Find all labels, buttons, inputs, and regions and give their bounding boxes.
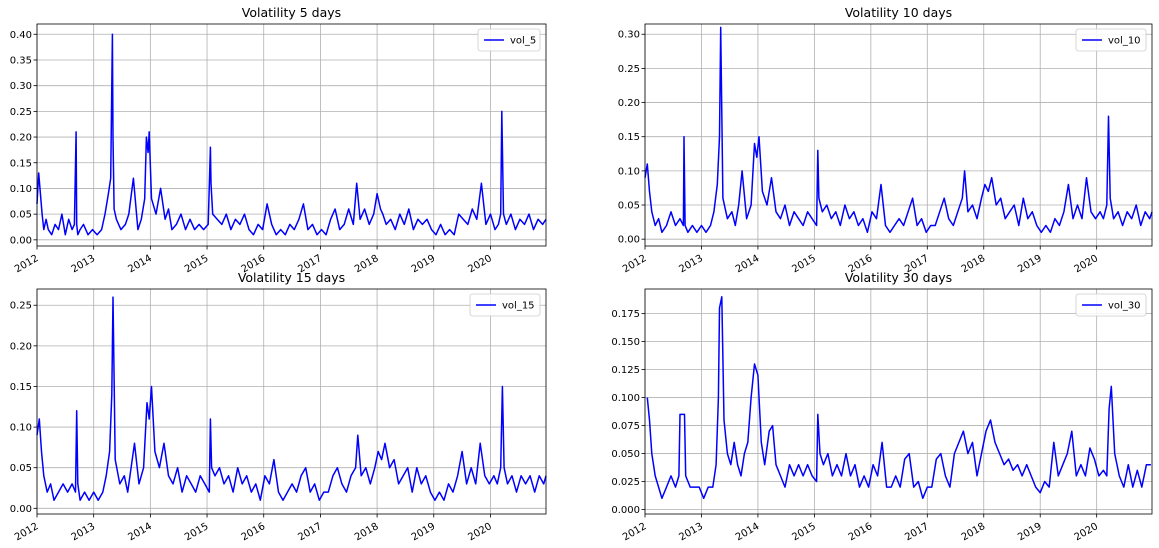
x-tick-label: 2019: [1016, 521, 1044, 543]
x-tick-label: 2019: [410, 521, 438, 543]
x-tick-label: 2016: [240, 521, 268, 543]
chart-title: Volatility 15 days: [238, 270, 345, 285]
chart-volatility-5-days: Volatility 5 days 0.00 0.05 0.10 0.15 0.20 0.…: [10, 5, 547, 275]
x-tick-label: 2012: [621, 521, 649, 543]
x-tick-label: 2015: [183, 253, 211, 275]
chart-title: Volatility 30 days: [845, 270, 952, 285]
x-tick-label: 2017: [903, 521, 931, 543]
x-tick-label: 2018: [353, 253, 381, 275]
y-tick-label: 0.10: [618, 166, 640, 177]
y-tick-label: 0.15: [10, 158, 32, 169]
y-tick-label: 0.10: [10, 423, 32, 434]
y-tick-label: 0.20: [618, 98, 640, 109]
series-line-vol_15: [36, 296, 547, 501]
x-tick-label: 2013: [677, 253, 705, 275]
x-tick-label: 2014: [734, 521, 762, 543]
axes-frame: [36, 23, 547, 247]
legend-box: [1075, 293, 1147, 317]
y-tick-label: 0.075: [611, 421, 640, 432]
legend: vol_15: [469, 293, 541, 317]
y-tick-label: 0.05: [10, 463, 32, 474]
chart-title: Volatility 5 days: [242, 5, 341, 20]
y-tick-label: 0.175: [611, 309, 640, 320]
x-tick-label: 2014: [126, 253, 154, 275]
legend-label: vol_15: [502, 301, 535, 312]
y-tick-label: 0.00: [10, 504, 32, 515]
y-tick-label: 0.25: [10, 301, 32, 312]
x-tick-label: 2015: [790, 521, 818, 543]
x-tick-label: 2017: [296, 521, 324, 543]
x-tick-label: 2013: [677, 521, 705, 543]
y-tick-label: 0.30: [618, 30, 640, 41]
y-tick-label: 0.15: [10, 382, 32, 393]
x-tick-label: 2018: [960, 521, 988, 543]
series-line-vol_5: [36, 33, 547, 236]
series-line-vol_10: [644, 26, 1153, 234]
x-tick-label: 2012: [13, 253, 41, 275]
y-tick-label: 0.025: [611, 477, 640, 488]
legend-box: [469, 293, 541, 317]
chart-volatility-15-days: Volatility 15 days 0.00 0.05 0.10 0.15 0.20 0…: [10, 270, 547, 543]
y-tick-label: 0.125: [611, 365, 640, 376]
legend-box: [477, 28, 541, 52]
x-tick-label: 2020: [466, 253, 494, 275]
y-tick-label: 0.00: [618, 235, 640, 246]
x-tick-label: 2012: [621, 253, 649, 275]
legend: vol_30: [1075, 293, 1147, 317]
y-tick-label: 0.150: [611, 337, 640, 348]
x-tick-label: 2020: [466, 521, 494, 543]
x-tick-label: 2019: [410, 253, 438, 275]
y-tick-label: 0.10: [10, 184, 32, 195]
legend: vol_10: [1075, 28, 1147, 52]
x-tick-label: 2014: [734, 253, 762, 275]
x-tick-label: 2014: [126, 521, 154, 543]
y-tick-label: 0.30: [10, 81, 32, 92]
plot-area: [37, 289, 546, 514]
plot-area: [37, 24, 546, 246]
y-tick-label: 0.00: [10, 235, 32, 246]
plot-area: [645, 24, 1152, 246]
x-tick-label: 2015: [790, 253, 818, 275]
y-tick-label: 0.000: [611, 505, 640, 516]
y-tick-label: 0.25: [10, 107, 32, 118]
axes-frame: [36, 288, 547, 515]
y-tick-label: 0.35: [10, 55, 32, 66]
plot-area: [645, 289, 1152, 514]
x-tick-label: 2020: [1073, 521, 1101, 543]
y-tick-label: 0.40: [10, 30, 32, 41]
legend-box: [1075, 28, 1147, 52]
x-tick-label: 2020: [1073, 253, 1101, 275]
x-tick-label: 2012: [13, 521, 41, 543]
x-tick-label: 2019: [1016, 253, 1044, 275]
x-tick-label: 2018: [960, 253, 988, 275]
y-tick-label: 0.25: [618, 64, 640, 75]
y-tick-label: 0.050: [611, 449, 640, 460]
x-tick-label: 2018: [353, 521, 381, 543]
chart-volatility-10-days: Volatility 10 days 0.00 0.05 0.10 0.15 0.20 0…: [618, 5, 1153, 275]
legend-label: vol_10: [1108, 36, 1141, 47]
axes-frame: [644, 23, 1153, 247]
y-tick-label: 0.20: [10, 341, 32, 352]
y-tick-label: 0.05: [618, 201, 640, 212]
y-tick-label: 0.100: [611, 393, 640, 404]
series-line-vol_30: [646, 296, 1151, 500]
legend-label: vol_30: [1108, 301, 1141, 312]
chart-volatility-30-days: Volatility 30 days 0.000 0.025 0.050 0.075 0…: [611, 270, 1153, 543]
y-tick-label: 0.20: [10, 133, 32, 144]
legend-label: vol_5: [510, 36, 536, 47]
axes-frame: [644, 288, 1153, 515]
y-tick-label: 0.15: [618, 132, 640, 143]
x-tick-label: 2013: [70, 521, 98, 543]
chart-title: Volatility 10 days: [845, 5, 952, 20]
x-tick-label: 2015: [183, 521, 211, 543]
x-tick-label: 2013: [70, 253, 98, 275]
y-tick-label: 0.05: [10, 210, 32, 221]
legend: vol_5: [477, 28, 541, 52]
x-tick-label: 2016: [847, 521, 875, 543]
